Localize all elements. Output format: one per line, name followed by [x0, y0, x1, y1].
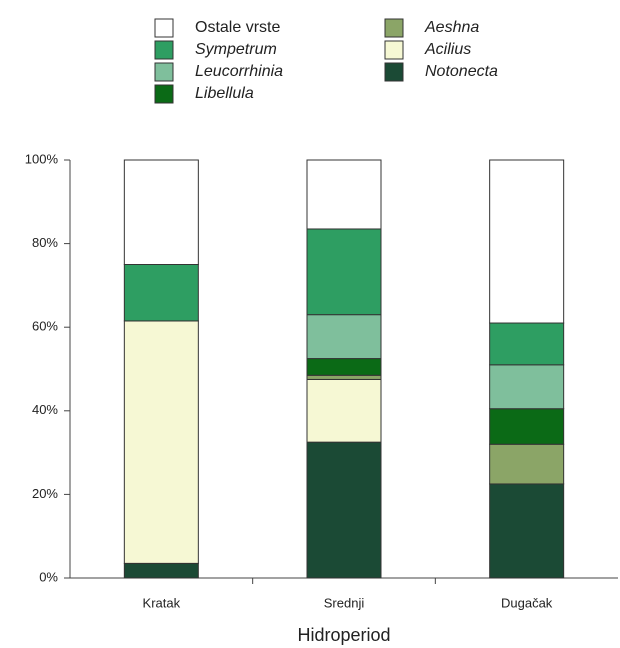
legend-swatch: [385, 19, 403, 37]
legend-swatch: [385, 63, 403, 81]
x-tick-label: Kratak: [143, 595, 181, 610]
y-tick-label: 0%: [39, 569, 58, 584]
bar-segment: [124, 321, 198, 563]
bar-segment: [307, 375, 381, 379]
y-tick-label: 80%: [32, 235, 58, 250]
bar-segment: [124, 563, 198, 578]
y-tick-label: 100%: [25, 151, 59, 166]
bar-segment: [490, 484, 564, 578]
y-tick-label: 60%: [32, 319, 58, 334]
legend-swatch: [155, 63, 173, 81]
legend-swatch: [155, 19, 173, 37]
bar-segment: [490, 444, 564, 484]
x-tick-label: Srednji: [324, 595, 365, 610]
bar-segment: [307, 229, 381, 315]
legend-label: Ostale vrste: [195, 19, 280, 36]
legend-label: Libellula: [195, 85, 254, 102]
chart: Hidroperiod 0% 20% 40% 60% 80% 100% Kratak Sred…: [0, 0, 620, 648]
bar-segment: [307, 315, 381, 359]
legend-label: Aeshna: [424, 19, 479, 36]
legend-label: Leucorrhinia: [195, 63, 283, 80]
bar-segment: [307, 359, 381, 376]
bar-segment: [307, 442, 381, 578]
bar-segment: [490, 365, 564, 409]
bar-segment: [490, 323, 564, 365]
x-tick-label: Dugačak: [501, 595, 553, 610]
x-axis-title: Hidroperiod: [297, 625, 390, 645]
legend-swatch: [385, 41, 403, 59]
bar-segment: [490, 409, 564, 445]
legend-label: Notonecta: [425, 63, 498, 80]
bar-segment: [124, 160, 198, 265]
bar-segment: [124, 265, 198, 321]
bar-segment: [307, 160, 381, 229]
legend-label: Acilius: [424, 41, 471, 58]
bar-segment: [490, 160, 564, 323]
legend-label: Sympetrum: [195, 41, 277, 58]
bar-segment: [307, 379, 381, 442]
y-tick-label: 20%: [32, 486, 58, 501]
legend-swatch: [155, 85, 173, 103]
legend-swatch: [155, 41, 173, 59]
y-tick-label: 40%: [32, 402, 58, 417]
